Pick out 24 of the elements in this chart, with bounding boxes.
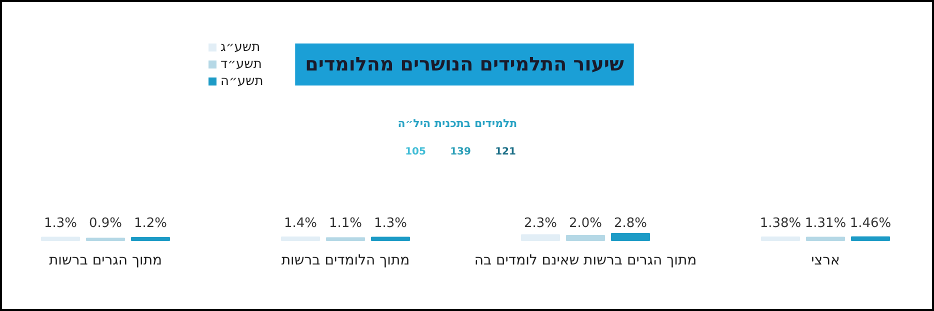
text: 139 [450,146,471,158]
data-label: 1.31% [804,216,846,231]
data-label: 1.4% [284,216,318,231]
data-label: 1.3% [44,216,78,231]
data-label: 1.1% [328,216,362,231]
x-tick-label: מתוך הגרים ברשות [48,252,162,268]
text: תלמידים בתכנית היל״ה [398,117,518,130]
x-tick-label: מתוך הלומדים ברשות [281,252,410,268]
data-label: 1.2% [134,216,168,231]
text: 121 [495,146,516,158]
chart-title: שיעור התלמידים הנושרים מהלומדים [305,54,624,76]
data-label: 2.0% [568,216,602,231]
legend-label: תשע״ה [220,74,264,89]
x-tick-label: מתוך הגרים ברשות שאינם לומדים בה [474,252,697,268]
legend-label: תשע״ד [220,57,262,72]
data-label: 2.8% [614,216,648,231]
legend-label: תשע״ג [220,40,260,55]
text: 105 [405,146,426,158]
data-label: 1.46% [850,216,892,231]
data-label: 1.3% [374,216,408,231]
data-label: 1.38% [760,216,802,231]
data-label: 0.9% [88,216,122,231]
data-label: 2.3% [524,216,558,231]
x-tick-label: ארצי [811,252,840,268]
